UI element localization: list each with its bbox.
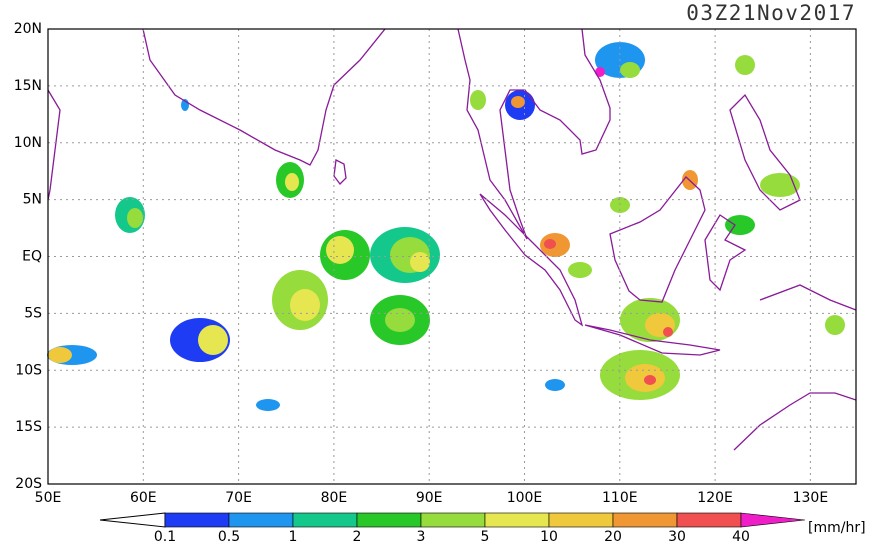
colorbar-box <box>292 512 358 528</box>
colorbar-label: 30 <box>668 529 686 544</box>
colorbar-label: 20 <box>604 529 622 544</box>
lat-label: 5N <box>23 192 42 208</box>
colorbar-arrow <box>740 512 806 528</box>
coastlines <box>47 28 857 451</box>
colorbar-label: 0.5 <box>218 529 240 544</box>
colorbar-box <box>612 512 678 528</box>
colorbar-label: 3 <box>417 529 426 544</box>
colorbar-box <box>356 512 422 528</box>
lon-label: 80E <box>321 490 348 506</box>
rain-areas <box>47 42 845 411</box>
colorbar-units: [mm/hr] <box>808 520 866 536</box>
lon-label: 90E <box>416 490 443 506</box>
lat-label: 10N <box>14 135 42 151</box>
lon-label: 130E <box>793 490 829 506</box>
colorbar-label: 2 <box>353 529 362 544</box>
lat-label: 20S <box>15 476 42 492</box>
lon-label: 110E <box>602 490 638 506</box>
colorbar-label: 10 <box>540 529 558 544</box>
colorbar-box <box>228 512 294 528</box>
lon-label: 120E <box>697 490 733 506</box>
colorbar-label: 40 <box>732 529 750 544</box>
colorbar-label: 1 <box>289 529 298 544</box>
lon-label: 100E <box>507 490 543 506</box>
lat-label: 20N <box>14 21 42 37</box>
colorbar-label: 0.1 <box>154 529 176 544</box>
colorbar-box <box>484 512 550 528</box>
lon-label: 50E <box>35 490 62 506</box>
lat-label: 15N <box>14 78 42 94</box>
lat-label: EQ <box>22 249 42 265</box>
colorbar-arrow <box>99 512 166 528</box>
lat-label: 10S <box>15 362 42 378</box>
colorbar-label: 5 <box>481 529 490 544</box>
lat-label: 15S <box>15 419 42 435</box>
lon-label: 60E <box>130 490 157 506</box>
colorbar-box <box>420 512 486 528</box>
lon-label: 70E <box>225 490 252 506</box>
map-title: 03Z21Nov2017 <box>686 1 856 25</box>
map-frame <box>47 28 857 485</box>
lat-label: 5S <box>24 305 42 321</box>
colorbar-box <box>164 512 230 528</box>
colorbar-box <box>548 512 614 528</box>
colorbar-box <box>676 512 742 528</box>
